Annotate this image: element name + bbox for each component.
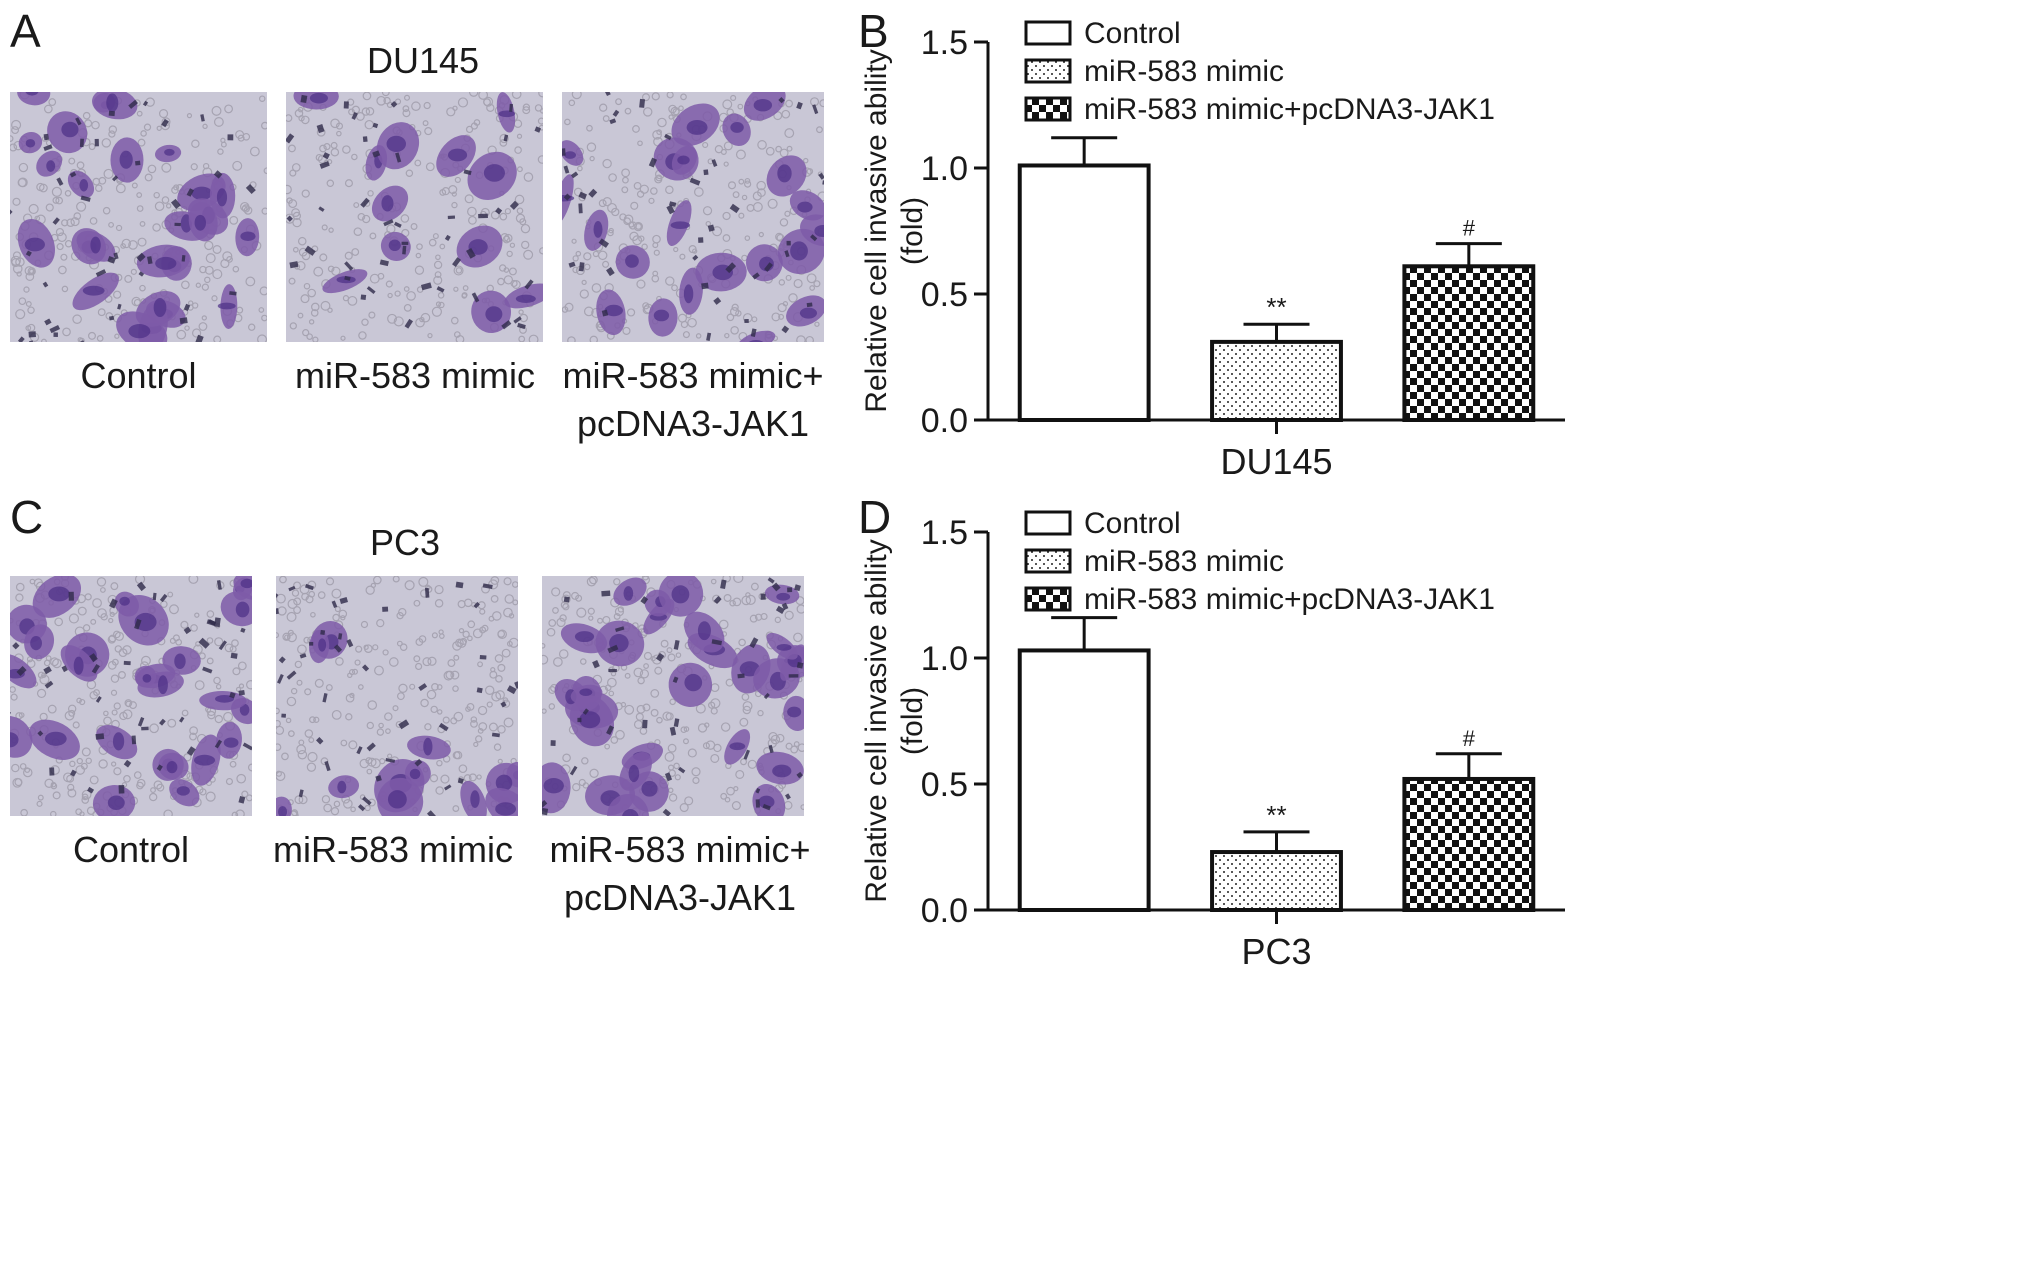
legend-swatch bbox=[1024, 548, 1072, 574]
panel-c-title: PC3 bbox=[369, 522, 441, 563]
legend-swatch bbox=[1024, 58, 1072, 84]
legend-label: miR-583 mimic+pcDNA3-JAK1 bbox=[1084, 583, 1495, 616]
micrograph-pc3-mimic bbox=[276, 576, 518, 816]
micrograph-pc3-mimic-jak1 bbox=[542, 576, 804, 816]
significance-label: ** bbox=[1266, 800, 1286, 830]
micrograph-texture bbox=[10, 576, 252, 816]
significance-label: # bbox=[1463, 216, 1476, 241]
bar bbox=[1017, 163, 1151, 422]
caption-pc3-mimic-jak1: miR-583 mimic+ pcDNA3-JAK1 bbox=[535, 826, 825, 922]
legend-label: Control bbox=[1084, 507, 1181, 540]
micrograph-pc3-control bbox=[10, 576, 252, 816]
micrograph-texture bbox=[276, 576, 518, 816]
y-tick-label: 0.0 bbox=[921, 402, 968, 440]
micrograph-texture bbox=[562, 92, 824, 342]
y-axis-label: Relative cell invasive ability (fold) bbox=[860, 49, 929, 413]
legend-label: miR-583 mimic bbox=[1084, 55, 1284, 88]
caption-line-1: miR-583 mimic+ bbox=[549, 829, 811, 870]
bar-chart-pc3: 0.0 0.5 1.0 1.5 PC3 Relative cell invasive ab… bbox=[860, 507, 1565, 972]
panel-a-title: DU145 bbox=[366, 40, 480, 81]
y-tick-label: 0.5 bbox=[921, 276, 968, 314]
y-tick-label: 0.0 bbox=[921, 892, 968, 930]
panel-letter-d: D bbox=[858, 491, 892, 543]
y-tick-label: 1.5 bbox=[921, 24, 968, 62]
y-axis-label: Relative cell invasive ability (fold) bbox=[860, 539, 929, 903]
significance-label: # bbox=[1463, 726, 1476, 751]
bar bbox=[1402, 776, 1536, 912]
legend-swatch bbox=[1024, 96, 1072, 122]
micrograph-du145-mimic bbox=[286, 92, 543, 342]
caption-line-2: pcDNA3-JAK1 bbox=[576, 403, 810, 444]
y-tick-label: 0.5 bbox=[921, 766, 968, 804]
panel-letter-b: B bbox=[858, 5, 889, 57]
legend-label: Control bbox=[1084, 17, 1181, 50]
caption-pc3-mimic: miR-583 mimic bbox=[272, 829, 513, 870]
panel-letter-a: A bbox=[10, 5, 41, 57]
caption-pc3-control: Control bbox=[72, 829, 190, 870]
caption-du145-mimic: miR-583 mimic bbox=[294, 355, 535, 396]
micrograph-texture bbox=[542, 576, 804, 816]
legend-label: miR-583 mimic bbox=[1084, 545, 1284, 578]
legend-swatch bbox=[1024, 510, 1072, 536]
micrograph-du145-control bbox=[10, 92, 267, 342]
caption-line-1: miR-583 mimic+ bbox=[562, 355, 824, 396]
legend-swatch bbox=[1024, 20, 1072, 46]
caption-du145-control: Control bbox=[80, 355, 197, 396]
legend-swatch bbox=[1024, 586, 1072, 612]
micrograph-texture bbox=[286, 92, 543, 342]
caption-line-2: pcDNA3-JAK1 bbox=[563, 877, 797, 918]
caption-du145-mimic-jak1: miR-583 mimic+ pcDNA3-JAK1 bbox=[548, 352, 838, 448]
bar bbox=[1210, 339, 1343, 423]
x-axis-label: DU145 bbox=[1220, 441, 1332, 482]
panel-letter-c: C bbox=[10, 491, 44, 543]
y-tick-label: 1.5 bbox=[921, 514, 968, 552]
legend-label: miR-583 mimic+pcDNA3-JAK1 bbox=[1084, 93, 1495, 126]
x-axis-label: PC3 bbox=[1241, 931, 1311, 972]
significance-label: ** bbox=[1266, 292, 1286, 322]
y-tick-label: 1.0 bbox=[921, 640, 968, 678]
bar bbox=[1402, 264, 1536, 422]
bar bbox=[1210, 850, 1343, 913]
bar-chart-du145: 0.0 0.5 1.0 1.5 DU145 Relative cell invasive … bbox=[860, 17, 1565, 482]
micrograph-du145-mimic-jak1 bbox=[562, 92, 824, 342]
bar bbox=[1017, 648, 1151, 912]
micrograph-texture bbox=[10, 92, 267, 342]
y-tick-label: 1.0 bbox=[921, 150, 968, 188]
